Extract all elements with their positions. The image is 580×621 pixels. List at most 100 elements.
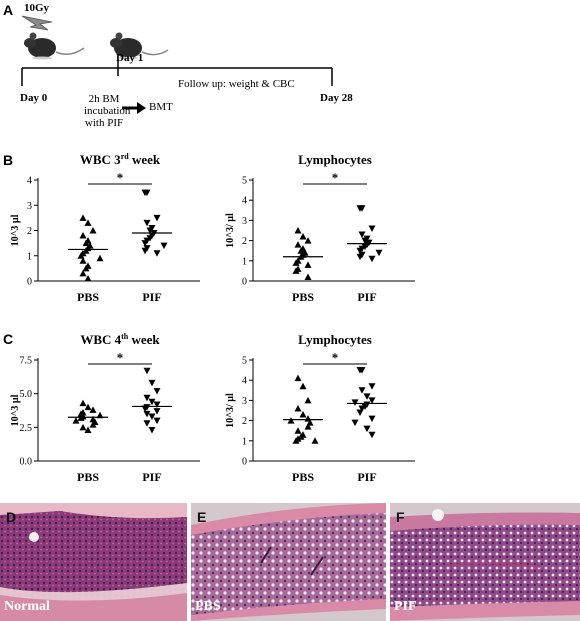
data-point-pif: [361, 403, 369, 410]
data-point-pbs: [89, 406, 97, 413]
timeline-diagram: [21, 15, 333, 114]
chart-title: Lymphocytes: [298, 152, 372, 167]
data-point-pbs: [72, 417, 80, 424]
data-point-pbs: [287, 417, 295, 424]
y-tick-label: 2: [242, 236, 247, 247]
histology-label-normal: Normal: [4, 599, 50, 614]
significance-marker: *: [117, 170, 124, 185]
x-category-label: PIF: [142, 470, 161, 484]
data-point-pif: [356, 367, 364, 374]
data-point-pbs: [96, 411, 104, 419]
y-tick-label: 1: [27, 251, 32, 262]
histology-pbs-image: [191, 503, 386, 621]
panel-label-c: C: [3, 331, 14, 347]
data-point-pbs: [304, 261, 312, 268]
data-point-pif: [363, 425, 371, 433]
data-point-pif: [153, 417, 161, 425]
data-point-pif: [356, 205, 364, 212]
y-tick-label: 3: [242, 216, 247, 227]
x-category-label: PBS: [292, 290, 314, 304]
histology-normal-image: [0, 503, 187, 621]
data-point-pbs: [79, 232, 87, 239]
data-point-pif: [153, 214, 161, 222]
histology-pif: F PIF: [390, 503, 580, 621]
histology-label-pbs: PBS: [195, 599, 221, 614]
data-point-pbs: [96, 254, 104, 262]
data-point-pif: [148, 398, 156, 406]
chart-title: WBC 4th week: [80, 332, 160, 347]
y-axis-label: 10^3/ µl: [225, 213, 236, 248]
y-tick-label: 7.5: [20, 356, 33, 367]
data-point-pbs: [299, 382, 307, 390]
data-point-pif: [361, 243, 369, 251]
data-point-pbs: [89, 227, 97, 234]
y-tick-label: 2: [242, 416, 247, 427]
data-point-pif: [356, 409, 364, 417]
data-point-pif: [153, 387, 161, 395]
y-tick-label: 0: [27, 277, 32, 288]
histology-normal: D Normal: [0, 503, 187, 621]
y-tick-label: 0: [242, 277, 247, 288]
data-point-pif: [358, 387, 366, 394]
data-point-pbs: [311, 437, 319, 444]
x-category-label: PBS: [292, 470, 314, 484]
data-point-pif: [143, 394, 151, 402]
data-point-pif: [143, 410, 151, 418]
panel-label-e: E: [197, 509, 207, 525]
data-point-pif: [146, 227, 154, 234]
y-tick-label: 5: [242, 176, 247, 187]
y-tick-label: 5.0: [20, 389, 33, 400]
panel-label-b: B: [3, 152, 14, 168]
data-point-pbs: [77, 252, 85, 259]
data-point-pbs: [79, 257, 87, 264]
histology-pif-image: [390, 503, 580, 621]
data-point-pbs: [294, 227, 302, 234]
data-point-pbs: [299, 411, 307, 418]
panel-label-f: F: [396, 509, 405, 525]
data-point-pbs: [84, 274, 92, 282]
data-point-pbs: [304, 237, 312, 244]
data-point-pbs: [84, 219, 92, 226]
significance-marker: *: [332, 350, 339, 365]
data-point-pbs: [84, 426, 92, 434]
chart-title: WBC 3rd week: [80, 152, 161, 167]
data-point-pbs: [79, 423, 87, 431]
data-point-pbs: [304, 273, 312, 280]
incubation-line-2: incubation: [84, 105, 131, 117]
x-category-label: PIF: [357, 290, 376, 304]
data-point-pif: [356, 247, 364, 255]
data-point-pbs: [294, 427, 302, 434]
y-tick-label: 5: [242, 356, 247, 367]
data-point-pbs: [292, 437, 300, 444]
significance-marker: *: [117, 350, 124, 365]
data-point-pif: [358, 405, 366, 412]
y-tick-label: 1: [242, 436, 247, 447]
incubation-line-1: 2h BM: [88, 93, 120, 105]
data-point-pif: [368, 225, 376, 232]
data-point-pif: [356, 253, 364, 261]
chart-wbc-3rd-week: WBC 3rd week 0 1 2 3 4 10^3 µl PBS PIF *: [10, 152, 200, 304]
mouse-icon-day0: [24, 32, 85, 60]
data-point-pbs: [294, 404, 302, 412]
data-point-pbs: [79, 214, 87, 221]
histology-label-pif: PIF: [394, 599, 417, 614]
x-category-label: PBS: [77, 470, 99, 484]
x-category-label: PIF: [142, 290, 161, 304]
radiation-dose-label: 10Gy: [24, 2, 50, 14]
data-point-pif: [368, 383, 376, 390]
y-tick-label: 3: [27, 201, 32, 212]
y-axis-label: 10^3/ µl: [225, 393, 236, 428]
day1-label: Day 1: [116, 52, 144, 64]
data-point-pbs: [294, 241, 302, 248]
day28-label: Day 28: [320, 92, 353, 104]
data-point-pif: [368, 415, 376, 423]
incubation-line-3: with PIF: [84, 117, 124, 129]
x-category-label: PIF: [357, 470, 376, 484]
panel-label-a: A: [3, 2, 14, 18]
data-point-pbs: [294, 374, 302, 382]
data-point-pbs: [89, 421, 97, 428]
data-point-pbs: [82, 239, 90, 247]
followup-label: Follow up: weight & CBC: [178, 78, 295, 90]
data-point-pif: [375, 249, 383, 257]
